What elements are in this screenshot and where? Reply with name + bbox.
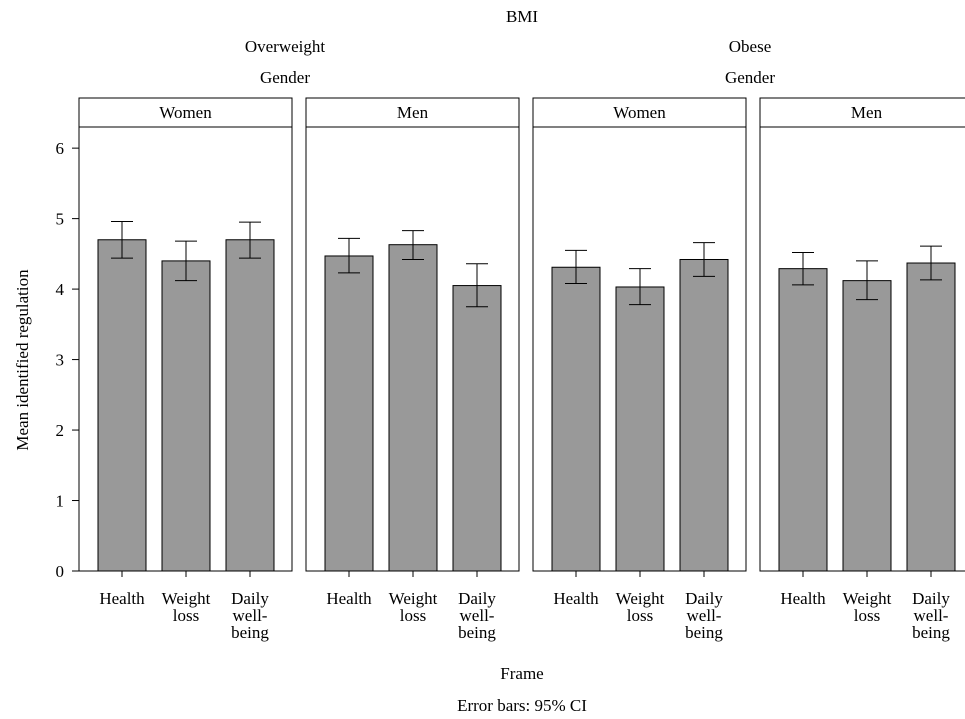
panel-obese-women: Women Health Weight loss Daily well-being bbox=[532, 97, 747, 642]
y-axis: 0 1 2 3 4 5 6 bbox=[56, 139, 80, 581]
panel-obese-men: Men Health Weight loss Daily well-being bbox=[759, 97, 965, 642]
x-tick-label: Daily well-being bbox=[231, 589, 269, 642]
y-tick-label: 1 bbox=[56, 492, 65, 511]
x-tick-label-line: being bbox=[912, 623, 950, 642]
error-bars-note: Error bars: 95% CI bbox=[457, 696, 587, 715]
x-tick-label-line: well- bbox=[914, 606, 949, 625]
panel-overweight-women: Women Health Weight loss Daily well-being bbox=[78, 97, 293, 642]
x-tick-label: Daily well-being bbox=[912, 589, 950, 642]
x-tick-label-line: Weight bbox=[389, 589, 438, 608]
x-tick-label-line: being bbox=[458, 623, 496, 642]
x-tick-label-line: being bbox=[231, 623, 269, 642]
panel-gender-label: Men bbox=[397, 103, 429, 122]
x-tick-label-line: Health bbox=[99, 589, 145, 608]
x-tick-label-line: well- bbox=[687, 606, 722, 625]
panel-gender-label: Women bbox=[613, 103, 666, 122]
panel-header-box bbox=[78, 97, 293, 128]
panel-gender-label: Men bbox=[851, 103, 883, 122]
panel-header-box bbox=[759, 97, 965, 128]
bar bbox=[97, 239, 147, 572]
x-tick-label: Weight loss bbox=[162, 589, 211, 625]
x-tick-label-line: Daily bbox=[458, 589, 496, 608]
panel-overweight-men: Men Health Weight loss Daily well-being bbox=[305, 97, 520, 642]
x-axis-label: Frame bbox=[500, 664, 543, 683]
panel-header-box bbox=[532, 97, 747, 128]
bmi-title: BMI bbox=[506, 7, 538, 26]
x-tick-label-line: Daily bbox=[685, 589, 723, 608]
x-tick-label-line: loss bbox=[173, 606, 199, 625]
x-tick-label-line: being bbox=[685, 623, 723, 642]
bar bbox=[842, 280, 892, 572]
bar bbox=[906, 262, 956, 572]
bar bbox=[679, 258, 729, 572]
x-tick-label-line: Daily bbox=[231, 589, 269, 608]
bar bbox=[615, 286, 665, 572]
group-label-obese: Obese bbox=[729, 37, 771, 56]
panel-header-box bbox=[305, 97, 520, 128]
y-tick-label: 3 bbox=[56, 351, 65, 370]
y-tick-label: 4 bbox=[56, 280, 65, 299]
x-tick-label-line: loss bbox=[627, 606, 653, 625]
y-tick-label: 5 bbox=[56, 210, 65, 229]
x-tick-label: Health bbox=[326, 589, 372, 608]
group-label-overweight: Overweight bbox=[245, 37, 326, 56]
panel-gender-label: Women bbox=[159, 103, 212, 122]
x-tick-label-line: Weight bbox=[843, 589, 892, 608]
bar bbox=[324, 255, 374, 572]
bar bbox=[778, 268, 828, 572]
x-tick-label-line: loss bbox=[400, 606, 426, 625]
x-tick-label-line: Daily bbox=[912, 589, 950, 608]
group-sublabel-overweight: Gender bbox=[260, 68, 310, 87]
bar bbox=[388, 244, 438, 572]
bar bbox=[161, 260, 211, 572]
group-sublabel-obese: Gender bbox=[725, 68, 775, 87]
x-tick-label-line: Weight bbox=[616, 589, 665, 608]
x-tick-label: Daily well-being bbox=[458, 589, 496, 642]
x-tick-label: Weight loss bbox=[843, 589, 892, 625]
y-tick-label: 2 bbox=[56, 421, 65, 440]
x-tick-label: Weight loss bbox=[616, 589, 665, 625]
x-tick-label: Health bbox=[99, 589, 145, 608]
x-tick-label-line: well- bbox=[460, 606, 495, 625]
x-tick-label: Weight loss bbox=[389, 589, 438, 625]
bar bbox=[225, 239, 275, 572]
bar bbox=[551, 266, 601, 572]
y-tick-label: 6 bbox=[56, 139, 65, 158]
x-tick-label-line: Health bbox=[326, 589, 372, 608]
bar bbox=[452, 285, 502, 572]
x-tick-label-line: Health bbox=[780, 589, 826, 608]
y-axis-label: Mean identified regulation bbox=[13, 269, 32, 451]
x-tick-label: Daily well-being bbox=[685, 589, 723, 642]
y-tick-label: 0 bbox=[56, 562, 65, 581]
x-tick-label: Health bbox=[553, 589, 599, 608]
x-tick-label-line: well- bbox=[233, 606, 268, 625]
x-tick-label-line: Weight bbox=[162, 589, 211, 608]
x-tick-label-line: Health bbox=[553, 589, 599, 608]
x-tick-label: Health bbox=[780, 589, 826, 608]
x-tick-label-line: loss bbox=[854, 606, 880, 625]
